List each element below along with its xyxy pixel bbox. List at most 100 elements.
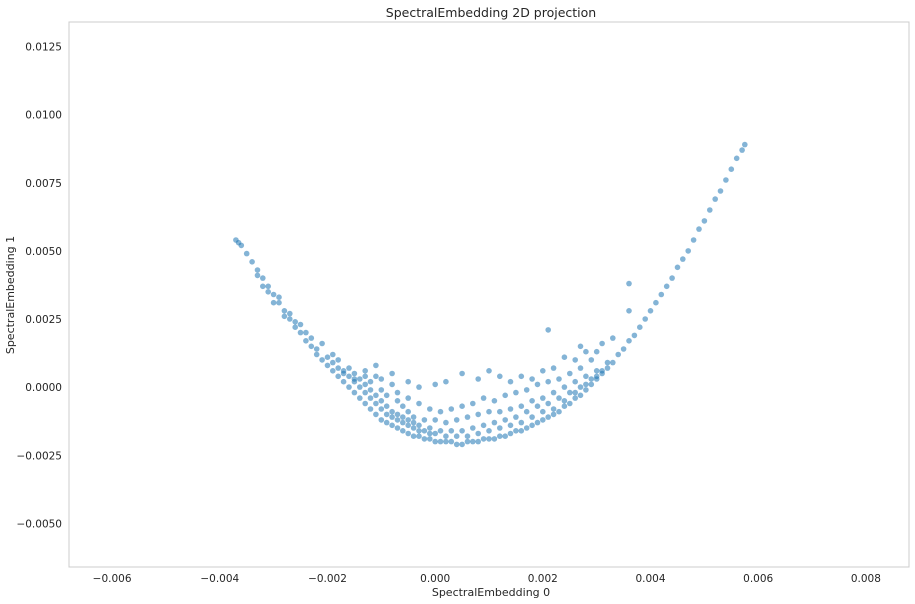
data-point [270, 291, 277, 298]
data-point [534, 419, 541, 426]
data-point [383, 419, 390, 426]
data-point [383, 392, 390, 399]
data-point [297, 321, 304, 328]
data-point [475, 438, 482, 445]
data-point [626, 338, 632, 344]
data-point [604, 359, 611, 366]
data-point [367, 406, 374, 412]
data-point [362, 368, 369, 374]
data-point [550, 406, 557, 412]
data-point [486, 408, 492, 415]
data-point [276, 294, 282, 301]
data-point [421, 417, 428, 423]
data-point [572, 357, 578, 363]
data-point [464, 438, 471, 445]
y-tick-label: 0.0125 [25, 42, 62, 54]
data-point [432, 438, 439, 445]
data-point [561, 384, 568, 390]
data-point [583, 373, 589, 380]
data-point [400, 428, 406, 434]
data-point [626, 280, 632, 287]
data-point [416, 422, 422, 429]
data-point [416, 433, 422, 440]
data-point [497, 408, 503, 415]
data-point [324, 354, 331, 361]
data-point [297, 329, 304, 336]
data-point [443, 419, 449, 426]
data-point [367, 395, 374, 401]
data-point [400, 414, 406, 420]
data-point [303, 329, 309, 336]
data-point [513, 428, 519, 434]
data-point [394, 417, 401, 423]
data-point [405, 408, 412, 415]
data-point [270, 299, 277, 306]
data-point [410, 419, 417, 426]
data-point [475, 411, 482, 418]
data-point [432, 381, 439, 388]
data-point [610, 359, 616, 366]
data-point [362, 381, 369, 388]
data-point [588, 376, 595, 382]
data-point [265, 289, 272, 295]
data-point [583, 387, 589, 393]
data-point [292, 324, 299, 331]
data-point [335, 357, 342, 363]
data-point [642, 316, 648, 322]
data-point [550, 389, 557, 396]
data-point [561, 403, 568, 410]
data-point [518, 419, 525, 426]
data-point [410, 425, 417, 431]
data-point [378, 387, 385, 393]
data-point [529, 414, 535, 420]
data-point [260, 283, 266, 290]
y-tick-labels: −0.0050 −0.0025 0.0000 0.0025 0.0050 0.0075 0.… [16, 42, 62, 531]
data-point [507, 430, 514, 437]
data-point [637, 324, 643, 331]
data-point [437, 438, 444, 445]
data-point [389, 422, 395, 429]
data-point [513, 414, 519, 420]
data-point [556, 408, 562, 415]
data-point [529, 398, 535, 404]
chart-title: SpectralEmbedding 2D projection [386, 5, 596, 20]
x-tick-label: 0.006 [743, 573, 773, 585]
data-point [394, 398, 401, 404]
data-point [254, 272, 261, 279]
data-point [631, 332, 638, 339]
data-point [486, 436, 492, 442]
data-point [669, 275, 675, 281]
plot-area [68, 21, 910, 568]
data-point [238, 242, 245, 249]
data-point [453, 417, 460, 423]
data-point [389, 408, 395, 415]
data-point [464, 414, 471, 420]
y-tick-label: 0.0075 [25, 178, 62, 190]
data-point [507, 406, 514, 412]
data-point [459, 370, 465, 377]
data-point [626, 308, 632, 314]
data-point [647, 308, 654, 314]
data-point [540, 368, 546, 374]
data-point [351, 370, 358, 377]
data-point [491, 436, 498, 442]
data-point [448, 438, 455, 445]
data-point [491, 398, 498, 404]
data-point [416, 400, 422, 407]
data-point [367, 378, 374, 385]
data-point [313, 351, 320, 358]
data-point [362, 389, 369, 396]
data-point [453, 441, 460, 448]
data-point [507, 422, 514, 429]
data-point [405, 417, 412, 423]
data-point [534, 381, 541, 388]
data-point [685, 248, 691, 254]
data-point [378, 376, 385, 382]
data-point [572, 378, 578, 385]
data-point [545, 400, 551, 407]
data-point [480, 436, 487, 442]
data-point [529, 376, 535, 382]
data-point [545, 378, 551, 385]
data-point [658, 291, 665, 298]
